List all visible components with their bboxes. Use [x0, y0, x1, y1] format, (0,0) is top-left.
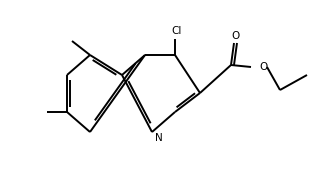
Text: N: N — [155, 133, 163, 143]
Text: O: O — [259, 62, 267, 72]
Text: O: O — [231, 31, 239, 41]
Text: Cl: Cl — [172, 26, 182, 36]
